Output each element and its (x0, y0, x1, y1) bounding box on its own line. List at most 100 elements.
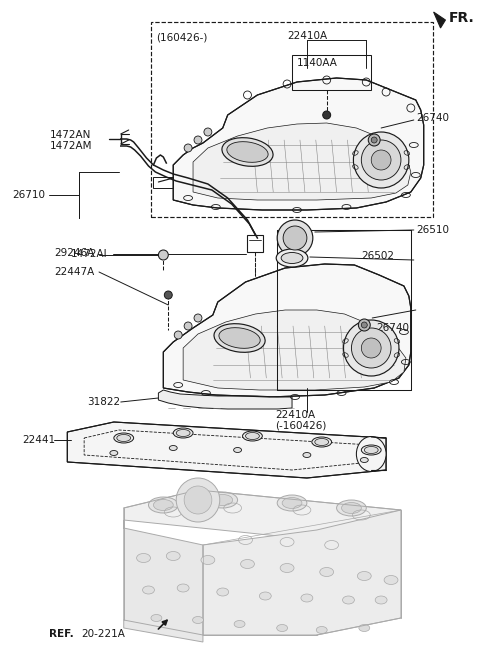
Text: 1472AM: 1472AM (49, 141, 92, 151)
Text: 1472AI: 1472AI (71, 249, 108, 259)
Ellipse shape (217, 588, 228, 596)
Circle shape (361, 338, 381, 358)
Circle shape (176, 478, 220, 522)
Text: 26510: 26510 (416, 225, 449, 235)
Ellipse shape (214, 324, 265, 352)
Polygon shape (433, 12, 445, 28)
Text: 26740: 26740 (376, 323, 409, 333)
Ellipse shape (219, 328, 260, 348)
Ellipse shape (320, 567, 334, 576)
Circle shape (184, 486, 212, 514)
Polygon shape (124, 490, 401, 540)
Text: 26740: 26740 (416, 113, 449, 123)
Ellipse shape (213, 495, 233, 505)
Text: FR.: FR. (448, 11, 474, 25)
Ellipse shape (154, 499, 173, 511)
Ellipse shape (245, 432, 259, 440)
Ellipse shape (312, 437, 332, 447)
Ellipse shape (342, 503, 361, 513)
Bar (292, 55, 371, 90)
Polygon shape (158, 390, 292, 409)
Text: 22410A: 22410A (287, 31, 327, 41)
Ellipse shape (375, 596, 387, 604)
Ellipse shape (173, 428, 193, 438)
Circle shape (368, 134, 380, 146)
Circle shape (344, 320, 399, 376)
Polygon shape (183, 310, 406, 390)
Ellipse shape (359, 624, 370, 632)
Ellipse shape (169, 445, 177, 451)
Ellipse shape (281, 253, 303, 263)
Ellipse shape (148, 497, 178, 513)
Circle shape (283, 226, 307, 250)
Circle shape (323, 111, 331, 119)
Text: (-160426): (-160426) (275, 420, 326, 430)
Circle shape (361, 140, 401, 180)
Circle shape (277, 220, 313, 256)
Ellipse shape (361, 445, 381, 455)
Circle shape (184, 144, 192, 152)
Circle shape (371, 150, 391, 170)
Text: 1472AN: 1472AN (49, 130, 91, 140)
Text: 26502: 26502 (361, 251, 395, 261)
Ellipse shape (358, 572, 371, 580)
Ellipse shape (282, 497, 302, 509)
Ellipse shape (276, 249, 308, 267)
Ellipse shape (166, 551, 180, 561)
Circle shape (361, 322, 367, 328)
Text: 26710: 26710 (12, 190, 45, 200)
Ellipse shape (143, 586, 155, 594)
Ellipse shape (227, 141, 268, 163)
Bar (152, 22, 432, 217)
Text: 1140AA: 1140AA (297, 58, 338, 68)
Ellipse shape (176, 430, 190, 436)
Ellipse shape (301, 594, 313, 602)
Polygon shape (193, 123, 411, 200)
Polygon shape (163, 264, 411, 397)
Text: 20-221A: 20-221A (81, 629, 125, 639)
Ellipse shape (356, 436, 386, 472)
Polygon shape (173, 78, 424, 210)
Text: 29246A: 29246A (54, 248, 95, 258)
Bar (248, 235, 264, 252)
Text: 22447A: 22447A (54, 267, 95, 277)
Ellipse shape (192, 617, 204, 624)
Ellipse shape (201, 555, 215, 565)
Text: REF.: REF. (49, 629, 74, 639)
Ellipse shape (364, 447, 378, 453)
Ellipse shape (384, 576, 398, 584)
Ellipse shape (240, 559, 254, 569)
Ellipse shape (234, 620, 245, 628)
Ellipse shape (177, 584, 189, 592)
Ellipse shape (151, 615, 162, 622)
Circle shape (184, 322, 192, 330)
Ellipse shape (234, 447, 241, 453)
Circle shape (158, 250, 168, 260)
Ellipse shape (343, 596, 354, 604)
Ellipse shape (316, 626, 327, 634)
Ellipse shape (114, 433, 133, 443)
Text: 22441: 22441 (22, 435, 55, 445)
Circle shape (194, 314, 202, 322)
Circle shape (164, 291, 172, 299)
Text: 31822: 31822 (87, 397, 120, 407)
Circle shape (204, 128, 212, 136)
Ellipse shape (222, 138, 273, 166)
Circle shape (371, 137, 377, 143)
Circle shape (351, 328, 391, 368)
Polygon shape (124, 520, 203, 642)
Ellipse shape (280, 563, 294, 572)
Bar (154, 177, 173, 188)
Ellipse shape (137, 553, 150, 563)
Polygon shape (67, 422, 386, 478)
Polygon shape (203, 510, 401, 635)
Circle shape (359, 319, 370, 331)
Ellipse shape (277, 495, 307, 511)
Ellipse shape (303, 453, 311, 457)
Ellipse shape (276, 624, 288, 632)
Ellipse shape (336, 500, 366, 516)
Ellipse shape (110, 451, 118, 455)
Ellipse shape (242, 431, 263, 441)
Ellipse shape (360, 457, 368, 463)
Circle shape (194, 136, 202, 144)
